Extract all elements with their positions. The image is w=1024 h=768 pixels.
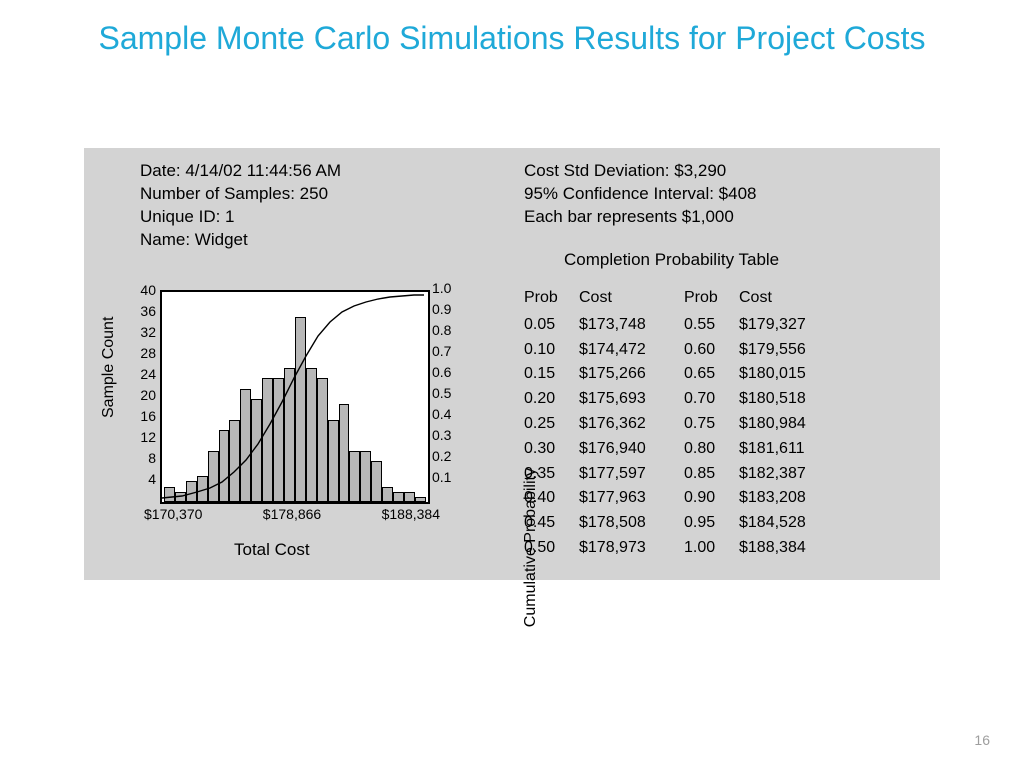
- table-cell: 0.65: [684, 362, 739, 387]
- y-tick-left: 20: [132, 385, 156, 406]
- table-cell: $176,940: [579, 437, 684, 462]
- y-tick-right: 1.0: [432, 278, 462, 299]
- meta-date: Date: 4/14/02 11:44:56 AM: [140, 160, 341, 183]
- table-cell: 0.30: [524, 437, 579, 462]
- y-axis-left-ticks: 403632282420161284: [132, 280, 156, 490]
- table-cell: 0.20: [524, 387, 579, 412]
- y-tick-left: 36: [132, 301, 156, 322]
- y-tick-right: 0.1: [432, 467, 462, 488]
- meta-stddev: Cost Std Deviation: $3,290: [524, 160, 757, 183]
- histogram-chart: Sample Count 403632282420161284 1.00.90.…: [104, 278, 504, 568]
- table-cell: $188,384: [739, 536, 839, 561]
- table-cell: 0.75: [684, 412, 739, 437]
- table-cell: 0.60: [684, 338, 739, 363]
- meta-barval: Each bar represents $1,000: [524, 206, 757, 229]
- y-tick-left: 40: [132, 280, 156, 301]
- xtick-1: $178,866: [263, 506, 321, 522]
- table-cell: $174,472: [579, 338, 684, 363]
- y-axis-right-label: Cumulative Probability: [522, 468, 540, 627]
- y-tick-left: 12: [132, 427, 156, 448]
- y-tick-right: 0.8: [432, 320, 462, 341]
- table-cell: $175,693: [579, 387, 684, 412]
- table-cell: $180,984: [739, 412, 839, 437]
- table-cell: 1.00: [684, 536, 739, 561]
- table-header: Cost: [579, 286, 684, 311]
- meta-left: Date: 4/14/02 11:44:56 AM Number of Samp…: [140, 160, 341, 252]
- table-cell: 0.85: [684, 462, 739, 487]
- y-tick-right: 0.7: [432, 341, 462, 362]
- table-cell: $183,208: [739, 486, 839, 511]
- table-cell: 0.55: [684, 313, 739, 338]
- table-cell: $176,362: [579, 412, 684, 437]
- y-tick-right: 0.6: [432, 362, 462, 383]
- table-cell: $181,611: [739, 437, 839, 462]
- cdf-curve: [162, 292, 428, 502]
- meta-samples: Number of Samples: 250: [140, 183, 341, 206]
- y-axis-right-ticks: 1.00.90.80.70.60.50.40.30.20.1: [432, 278, 462, 488]
- slide-title: Sample Monte Carlo Simulations Results f…: [0, 0, 1024, 58]
- table-cell: 0.80: [684, 437, 739, 462]
- table-cell: $173,748: [579, 313, 684, 338]
- table-cell: $180,518: [739, 387, 839, 412]
- y-tick-right: 0.4: [432, 404, 462, 425]
- cost-col-2: Cost$179,327$179,556$180,015$180,518$180…: [739, 286, 839, 561]
- table-cell: $179,327: [739, 313, 839, 338]
- table-cell: 0.25: [524, 412, 579, 437]
- results-panel: Date: 4/14/02 11:44:56 AM Number of Samp…: [84, 148, 940, 580]
- x-axis-ticks: $170,370 $178,866 $188,384: [144, 506, 440, 522]
- meta-id: Unique ID: 1: [140, 206, 341, 229]
- y-tick-left: 24: [132, 364, 156, 385]
- prob-col-2: Prob0.550.600.650.700.750.800.850.900.95…: [684, 286, 739, 561]
- meta-right: Cost Std Deviation: $3,290 95% Confidenc…: [524, 160, 757, 229]
- table-cell: 0.05: [524, 313, 579, 338]
- y-tick-right: 0.5: [432, 383, 462, 404]
- page-number: 16: [974, 732, 990, 748]
- table-cell: $178,508: [579, 511, 684, 536]
- y-tick-right: 0.3: [432, 425, 462, 446]
- table-cell: $179,556: [739, 338, 839, 363]
- xtick-2: $188,384: [382, 506, 440, 522]
- y-tick-left: 8: [132, 448, 156, 469]
- table-cell: 0.90: [684, 486, 739, 511]
- table-cell: 0.15: [524, 362, 579, 387]
- table-header: Prob: [524, 286, 579, 311]
- y-tick-right: 0.9: [432, 299, 462, 320]
- prob-table: Prob0.050.100.150.200.250.300.350.400.45…: [524, 286, 839, 561]
- meta-ci: 95% Confidence Interval: $408: [524, 183, 757, 206]
- y-tick-left: 4: [132, 469, 156, 490]
- y-tick-left: 28: [132, 343, 156, 364]
- table-cell: $184,528: [739, 511, 839, 536]
- cost-col-1: Cost$173,748$174,472$175,266$175,693$176…: [579, 286, 684, 561]
- table-cell: 0.70: [684, 387, 739, 412]
- plot-area: [160, 290, 430, 504]
- x-axis-label: Total Cost: [234, 540, 310, 560]
- xtick-0: $170,370: [144, 506, 202, 522]
- table-cell: $177,597: [579, 462, 684, 487]
- prob-table-title: Completion Probability Table: [564, 250, 779, 270]
- meta-name: Name: Widget: [140, 229, 341, 252]
- table-cell: $175,266: [579, 362, 684, 387]
- table-cell: $180,015: [739, 362, 839, 387]
- table-cell: 0.95: [684, 511, 739, 536]
- y-tick-left: 16: [132, 406, 156, 427]
- table-cell: 0.10: [524, 338, 579, 363]
- table-header: Prob: [684, 286, 739, 311]
- table-header: Cost: [739, 286, 839, 311]
- y-tick-left: 32: [132, 322, 156, 343]
- y-tick-right: 0.2: [432, 446, 462, 467]
- table-cell: $178,973: [579, 536, 684, 561]
- table-cell: $177,963: [579, 486, 684, 511]
- y-axis-left-label: Sample Count: [100, 317, 118, 418]
- table-cell: $182,387: [739, 462, 839, 487]
